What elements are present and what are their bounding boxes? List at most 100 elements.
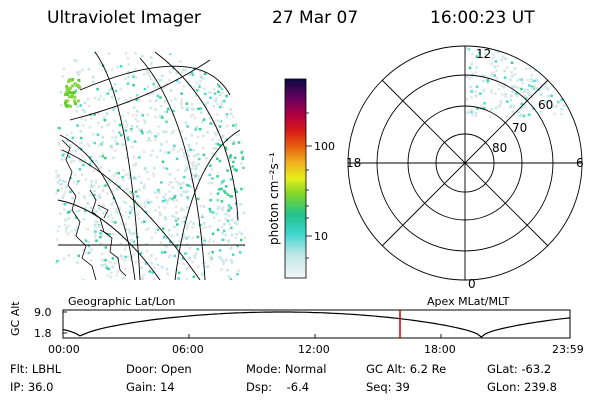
aurora-pixel <box>575 112 578 116</box>
aurora-pixel <box>131 145 134 149</box>
aurora-pixel <box>145 228 148 231</box>
aurora-pixel <box>490 91 493 94</box>
aurora-pixel <box>226 124 229 128</box>
aurora-pixel <box>108 89 111 92</box>
aurora-pixel <box>149 78 153 81</box>
aurora-pixel <box>115 188 119 191</box>
aurora-pixel <box>236 97 239 100</box>
aurora-pixel <box>111 265 115 269</box>
aurora-pixel <box>186 125 189 128</box>
aurora-pixel <box>103 118 107 122</box>
aurora-pixel <box>100 233 104 237</box>
aurora-pixel <box>126 255 130 259</box>
aurora-pixel <box>543 62 546 65</box>
aurora-pixel <box>572 80 576 83</box>
aurora-pixel <box>143 183 146 186</box>
aurora-pixel <box>186 227 189 230</box>
aurora-pixel <box>474 94 478 98</box>
aurora-pixel <box>115 210 118 214</box>
aurora-pixel <box>531 59 534 63</box>
aurora-pixel <box>73 95 77 99</box>
aurora-pixel <box>81 68 84 71</box>
aurora-pixel <box>58 143 61 147</box>
aurora-pixel <box>533 79 536 83</box>
aurora-pixel <box>487 82 490 85</box>
aurora-pixel <box>131 245 134 249</box>
aurora-pixel <box>545 60 549 64</box>
aurora-pixel <box>465 75 469 79</box>
mlt-label-0: 0 <box>468 277 476 291</box>
aurora-pixel <box>209 258 213 262</box>
aurora-pixel <box>121 175 124 179</box>
aurora-pixel <box>201 58 204 62</box>
aurora-pixel <box>126 188 129 191</box>
aurora-pixel <box>512 85 515 89</box>
aurora-pixel <box>483 102 486 105</box>
aurora-pixel <box>218 93 222 97</box>
aurora-pixel <box>229 278 233 280</box>
aurora-pixel <box>474 114 478 118</box>
aurora-pixel <box>517 49 520 52</box>
aurora-pixel <box>493 74 496 77</box>
aurora-pixel <box>66 232 70 236</box>
aurora-pixel <box>66 99 70 103</box>
aurora-pixel <box>143 220 146 223</box>
aurora-pixel <box>237 141 241 144</box>
mlat-label-70: 70 <box>512 121 528 135</box>
aurora-pixel <box>181 235 185 238</box>
aurora-pixel <box>529 50 533 54</box>
aurora-pixel <box>119 134 123 137</box>
aurora-pixel <box>239 203 242 206</box>
aurora-pixel <box>195 81 199 84</box>
aurora-pixel <box>113 83 117 86</box>
aurora-pixel <box>157 132 160 136</box>
aurora-pixel <box>108 260 111 264</box>
aurora-pixel <box>134 52 137 55</box>
aurora-pixel <box>231 99 234 102</box>
aurora-pixel <box>144 262 148 265</box>
aurora-pixel <box>551 46 554 50</box>
aurora-pixel <box>224 212 227 216</box>
aurora-pixel <box>110 203 113 206</box>
aurora-pixel <box>225 113 229 116</box>
aurora-pixel <box>175 217 178 220</box>
aurora-pixel <box>124 77 127 80</box>
aurora-pixel <box>64 101 67 105</box>
aurora-pixel <box>71 136 75 140</box>
aurora-pixel <box>201 77 205 81</box>
aurora-pixel <box>93 189 96 193</box>
aurora-pixel <box>55 191 58 195</box>
aurora-pixel <box>147 93 151 96</box>
aurora-pixel <box>226 269 229 272</box>
aurora-pixel <box>482 107 486 110</box>
aurora-pixel <box>79 130 82 133</box>
aurora-pixel <box>511 110 514 113</box>
aurora-pixel <box>108 181 111 184</box>
aurora-pixel <box>201 215 204 218</box>
aurora-pixel <box>132 75 135 78</box>
aurora-pixel <box>496 64 499 68</box>
aurora-pixel <box>520 112 523 116</box>
aurora-pixel <box>97 121 100 125</box>
aurora-pixel <box>194 154 198 157</box>
seq-readout: Seq: 39 <box>366 380 410 394</box>
aurora-pixel <box>231 218 234 221</box>
aurora-pixel <box>238 106 242 109</box>
aurora-pixel <box>176 251 180 254</box>
aurora-pixel <box>174 219 178 222</box>
aurora-pixel <box>214 142 218 145</box>
aurora-pixel <box>165 245 168 248</box>
aurora-pixel <box>72 181 76 184</box>
aurora-pixel <box>108 233 111 236</box>
aurora-pixel <box>169 240 172 244</box>
aurora-pixel <box>161 129 165 133</box>
aurora-pixel <box>92 169 95 173</box>
aurora-pixel <box>495 69 498 72</box>
aurora-pixel <box>227 207 230 210</box>
aurora-pixel <box>70 150 73 153</box>
aurora-pixel <box>211 152 215 156</box>
aurora-pixel <box>212 240 215 243</box>
aurora-pixel <box>169 89 173 92</box>
aurora-pixel <box>161 251 164 254</box>
aurora-pixel <box>136 95 139 99</box>
